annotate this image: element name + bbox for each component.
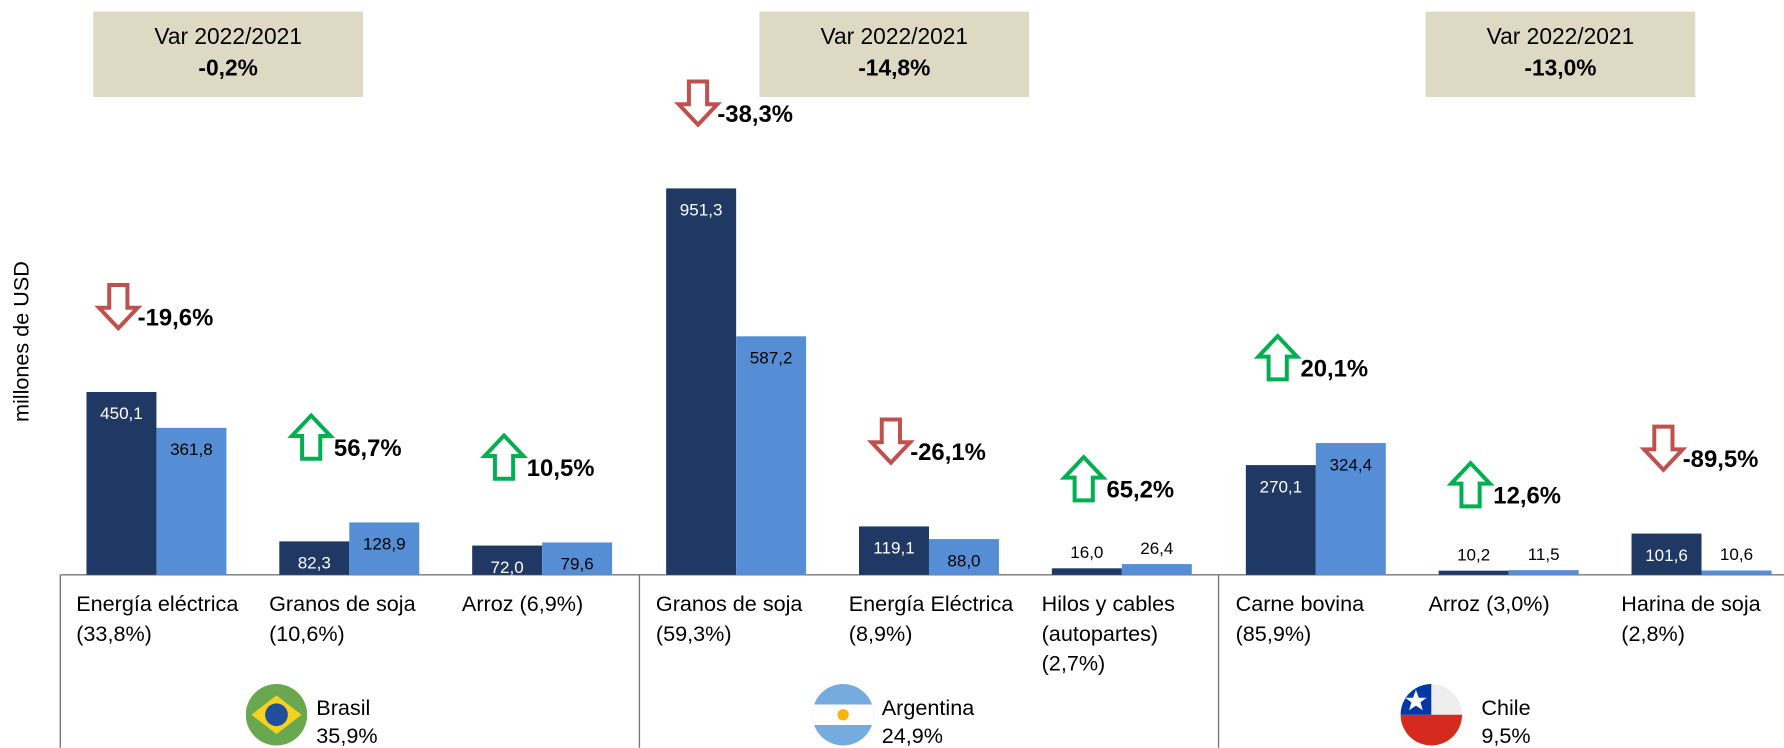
- category-label: (59,3%): [656, 621, 732, 646]
- arrow-down: [866, 417, 915, 466]
- change-label: -26,1%: [910, 439, 986, 466]
- arrow-down: [674, 79, 722, 128]
- arrow-up: [1253, 333, 1302, 382]
- country-name: Argentina: [882, 695, 975, 720]
- category-label: Hilos y cables: [1042, 591, 1176, 616]
- category-label: Granos de soja: [269, 591, 417, 616]
- change-label: 20,1%: [1300, 356, 1368, 383]
- country-share: 24,9%: [882, 723, 943, 748]
- value-label: 324,4: [1329, 455, 1372, 474]
- var-box: [759, 11, 1030, 97]
- bar: [349, 522, 420, 575]
- value-label: 79,6: [561, 555, 594, 574]
- value-label: 587,2: [750, 349, 793, 368]
- y-axis-label: millones de USD: [8, 261, 33, 422]
- change-label: -38,3%: [717, 101, 793, 128]
- var-title: Var 2022/2021: [154, 23, 302, 49]
- category-label: Arroz (6,9%): [462, 591, 583, 616]
- category-label: (8,9%): [849, 621, 913, 646]
- country-share: 35,9%: [316, 723, 377, 748]
- category-label: Arroz (3,0%): [1428, 591, 1549, 616]
- country-share: 9,5%: [1481, 723, 1530, 748]
- bar: [1631, 533, 1702, 575]
- bar: [472, 545, 543, 575]
- var-value: -13,0%: [1524, 55, 1596, 81]
- flag-brasil: [245, 684, 308, 746]
- value-label: 119,1: [873, 539, 914, 558]
- category-label: Granos de soja: [656, 591, 804, 616]
- var-title: Var 2022/2021: [820, 23, 968, 49]
- category-label: Carne bovina: [1236, 591, 1366, 616]
- var-box: [93, 11, 363, 97]
- bar: [928, 539, 999, 575]
- bar: [1508, 570, 1579, 575]
- arrow-down: [94, 283, 143, 332]
- change-label: 65,2%: [1106, 477, 1174, 504]
- change-label: 10,5%: [527, 455, 595, 482]
- value-label: 82,3: [298, 554, 331, 573]
- value-label: 128,9: [363, 535, 406, 554]
- bar: [1121, 564, 1192, 575]
- bar: [666, 188, 737, 575]
- category-label: (85,9%): [1236, 621, 1312, 646]
- change-label: 12,6%: [1493, 483, 1561, 510]
- bar: [86, 391, 157, 575]
- category-label: Energía Eléctrica: [849, 591, 1015, 616]
- bar: [156, 427, 227, 575]
- value-label: 270,1: [1259, 477, 1302, 496]
- value-label: 10,6: [1720, 545, 1753, 564]
- arrow-up: [1059, 454, 1108, 503]
- value-label: 72,0: [491, 558, 524, 577]
- bar: [1438, 570, 1509, 575]
- var-box: [1425, 11, 1696, 97]
- bar: [1051, 568, 1122, 575]
- value-label: 11,5: [1528, 545, 1560, 564]
- var-value: -14,8%: [858, 55, 930, 81]
- value-label: 16,0: [1070, 543, 1103, 562]
- arrow-up: [1446, 460, 1495, 509]
- arrow-up: [480, 432, 528, 481]
- category-label: (autopartes): [1042, 621, 1159, 646]
- country-name: Brasil: [316, 695, 370, 720]
- bar: [1245, 465, 1316, 575]
- category-label: Harina de soja: [1621, 591, 1761, 616]
- arrow-up: [287, 412, 336, 461]
- bar: [736, 336, 807, 575]
- country-name: Chile: [1481, 695, 1530, 720]
- change-label: -19,6%: [138, 304, 214, 331]
- category-label: (2,7%): [1042, 650, 1106, 675]
- category-label: (10,6%): [269, 621, 345, 646]
- flag-chile: [1400, 684, 1463, 746]
- bar: [542, 542, 613, 575]
- category-label: (2,8%): [1621, 621, 1685, 646]
- bar: [1315, 443, 1386, 575]
- category-label: Energía eléctrica: [76, 591, 239, 616]
- value-label: 450,1: [100, 404, 143, 423]
- bar: [279, 541, 350, 575]
- var-title: Var 2022/2021: [1487, 23, 1635, 49]
- bar: [859, 526, 929, 575]
- value-label: 101,6: [1645, 546, 1688, 565]
- var-value: -0,2%: [198, 55, 257, 81]
- arrow-down: [1639, 424, 1688, 473]
- value-label: 26,4: [1140, 539, 1173, 558]
- category-label: (33,8%): [76, 621, 152, 646]
- value-label: 88,0: [947, 551, 980, 570]
- value-label: 951,3: [680, 201, 723, 220]
- value-label: 361,8: [170, 440, 213, 459]
- change-label: -89,5%: [1683, 446, 1759, 473]
- flag-argentina: [812, 684, 874, 746]
- bar: [1701, 570, 1772, 575]
- value-label: 10,2: [1457, 545, 1490, 564]
- change-label: 56,7%: [334, 435, 402, 462]
